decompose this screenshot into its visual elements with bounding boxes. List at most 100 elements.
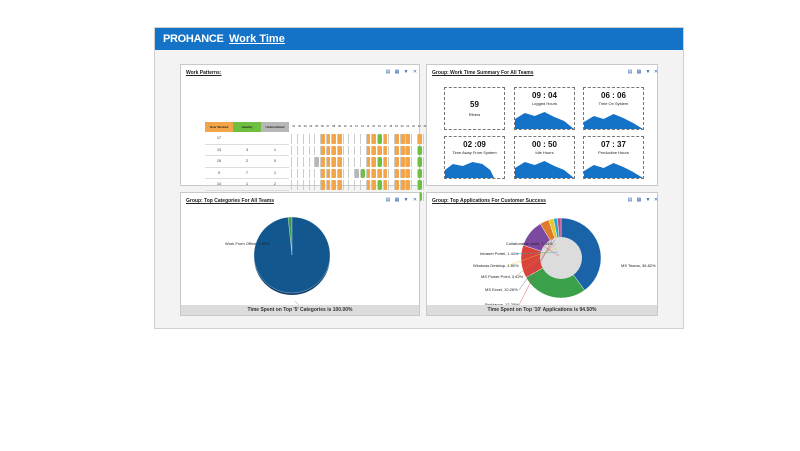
hour-cell bbox=[319, 180, 325, 190]
hour-cell bbox=[365, 168, 371, 178]
summary-box[interactable]: 07 : 37 Productive Hours bbox=[583, 136, 644, 179]
excel-icon[interactable]: ▤ bbox=[627, 69, 633, 75]
leader-line bbox=[275, 243, 289, 250]
hour-cell bbox=[371, 134, 377, 144]
summary-box[interactable]: 59 Ribers bbox=[444, 87, 505, 130]
summary-label: Idle Hours bbox=[535, 150, 554, 155]
hour-header: 06 bbox=[320, 125, 324, 128]
hour-header: 11 bbox=[349, 125, 353, 128]
hour-cell bbox=[314, 134, 319, 144]
hour-cell bbox=[359, 168, 365, 178]
cell-healthy: 2 bbox=[233, 156, 261, 168]
hour-cell bbox=[382, 134, 388, 144]
pdf-icon[interactable]: ▦ bbox=[394, 69, 400, 75]
hour-cell bbox=[297, 134, 302, 144]
hour-header: 24 bbox=[423, 125, 427, 128]
leader-line bbox=[514, 243, 557, 278]
cell-healthy: 3 bbox=[233, 145, 261, 156]
hour-cell bbox=[342, 180, 348, 190]
close-icon[interactable]: ✕ bbox=[653, 197, 659, 203]
hour-cell bbox=[291, 168, 296, 178]
hour-cell bbox=[308, 134, 314, 144]
column-header: Healthy bbox=[233, 122, 261, 132]
close-icon[interactable]: ✕ bbox=[653, 69, 659, 75]
summary-box[interactable]: 02 :09 Time Away From System bbox=[444, 136, 505, 179]
summary-value: 02 :09 bbox=[463, 140, 486, 149]
summary-panel: Group: Work Time Summary For All Teams ▤… bbox=[426, 64, 658, 186]
hour-cell bbox=[422, 168, 428, 178]
hour-cell bbox=[416, 168, 422, 178]
hour-cell bbox=[405, 168, 411, 178]
hour-cell bbox=[411, 145, 416, 155]
hour-cell bbox=[348, 134, 353, 144]
hour-cell bbox=[365, 157, 371, 167]
filter-icon[interactable]: ▼ bbox=[645, 69, 651, 75]
categories-footer: Time Spent on Top '5' Categories is 100.… bbox=[181, 305, 419, 315]
summary-box[interactable]: 00 : 50 Idle Hours bbox=[514, 136, 575, 179]
cell-over-worked: 15 bbox=[205, 156, 233, 168]
hour-cell bbox=[331, 145, 337, 155]
hour-header: 18 bbox=[389, 125, 393, 128]
hour-cell bbox=[331, 157, 337, 167]
leader-line bbox=[518, 235, 555, 305]
filter-icon[interactable]: ▼ bbox=[645, 197, 651, 203]
hour-cell bbox=[365, 134, 371, 144]
hour-header: 12 bbox=[355, 125, 358, 128]
filter-icon[interactable]: ▼ bbox=[403, 197, 409, 203]
hour-cell bbox=[411, 157, 416, 167]
close-icon[interactable]: ✕ bbox=[412, 69, 418, 75]
summary-box[interactable]: 06 : 06 Time On System bbox=[583, 87, 644, 130]
sparkline-fill bbox=[445, 162, 495, 178]
close-icon[interactable]: ✕ bbox=[412, 197, 418, 203]
hour-cell bbox=[388, 134, 393, 144]
sparkline-area bbox=[584, 114, 643, 129]
hour-cell bbox=[291, 157, 296, 167]
hour-cell bbox=[359, 145, 365, 155]
sparkline-fill bbox=[584, 163, 643, 178]
prohance-logo: PROHANCE bbox=[163, 33, 224, 45]
excel-icon[interactable]: ▤ bbox=[385, 69, 391, 75]
hour-cell bbox=[354, 145, 359, 155]
cell-underutilized: 1 bbox=[261, 145, 289, 156]
hour-header: 15 bbox=[372, 125, 376, 128]
donut-label: Intranet Portel, 1.41% bbox=[480, 251, 519, 256]
cell-healthy: 1 bbox=[233, 179, 261, 191]
hour-header: 02 bbox=[298, 125, 301, 128]
excel-icon[interactable]: ▤ bbox=[627, 197, 633, 203]
hour-cell bbox=[399, 168, 405, 178]
summary-label: Productive Hours bbox=[598, 150, 629, 155]
summary-value: 59 bbox=[470, 100, 479, 109]
panel-title: Group: Top Categories For All Teams bbox=[186, 198, 274, 204]
hour-cell bbox=[399, 157, 405, 167]
cell-healthy bbox=[233, 133, 261, 145]
hour-header: 16 bbox=[377, 125, 381, 128]
donut-label: Collaboration tools, 1.34% bbox=[506, 241, 553, 246]
hour-header: 04 bbox=[309, 125, 313, 128]
hour-cell bbox=[319, 168, 325, 178]
pdf-icon[interactable]: ▦ bbox=[636, 69, 642, 75]
hour-cell bbox=[325, 134, 331, 144]
hour-cell bbox=[291, 180, 296, 190]
hour-cell bbox=[422, 134, 428, 144]
page-title[interactable]: Work Time bbox=[229, 33, 285, 45]
hour-cell bbox=[331, 134, 337, 144]
sparkline-area bbox=[445, 162, 495, 178]
cell-underutilized: 1 bbox=[261, 168, 289, 179]
cell-underutilized bbox=[261, 133, 289, 145]
hour-cell bbox=[376, 157, 382, 167]
summary-box[interactable]: 09 : 04 Logged Hours bbox=[514, 87, 575, 130]
hour-header: 08 bbox=[332, 125, 336, 128]
hour-cell bbox=[416, 157, 422, 167]
hour-header: 01 bbox=[292, 125, 296, 128]
hour-cell bbox=[405, 180, 411, 190]
pdf-icon[interactable]: ▦ bbox=[636, 197, 642, 203]
summary-value: 00 : 50 bbox=[532, 140, 557, 149]
hour-cell bbox=[405, 157, 411, 167]
cell-underutilized: 0 bbox=[261, 156, 289, 168]
excel-icon[interactable]: ▤ bbox=[385, 197, 391, 203]
hour-cell bbox=[342, 145, 348, 155]
filter-icon[interactable]: ▼ bbox=[403, 69, 409, 75]
hour-cell bbox=[308, 145, 314, 155]
sparkline-area bbox=[515, 112, 574, 129]
pdf-icon[interactable]: ▦ bbox=[394, 197, 400, 203]
